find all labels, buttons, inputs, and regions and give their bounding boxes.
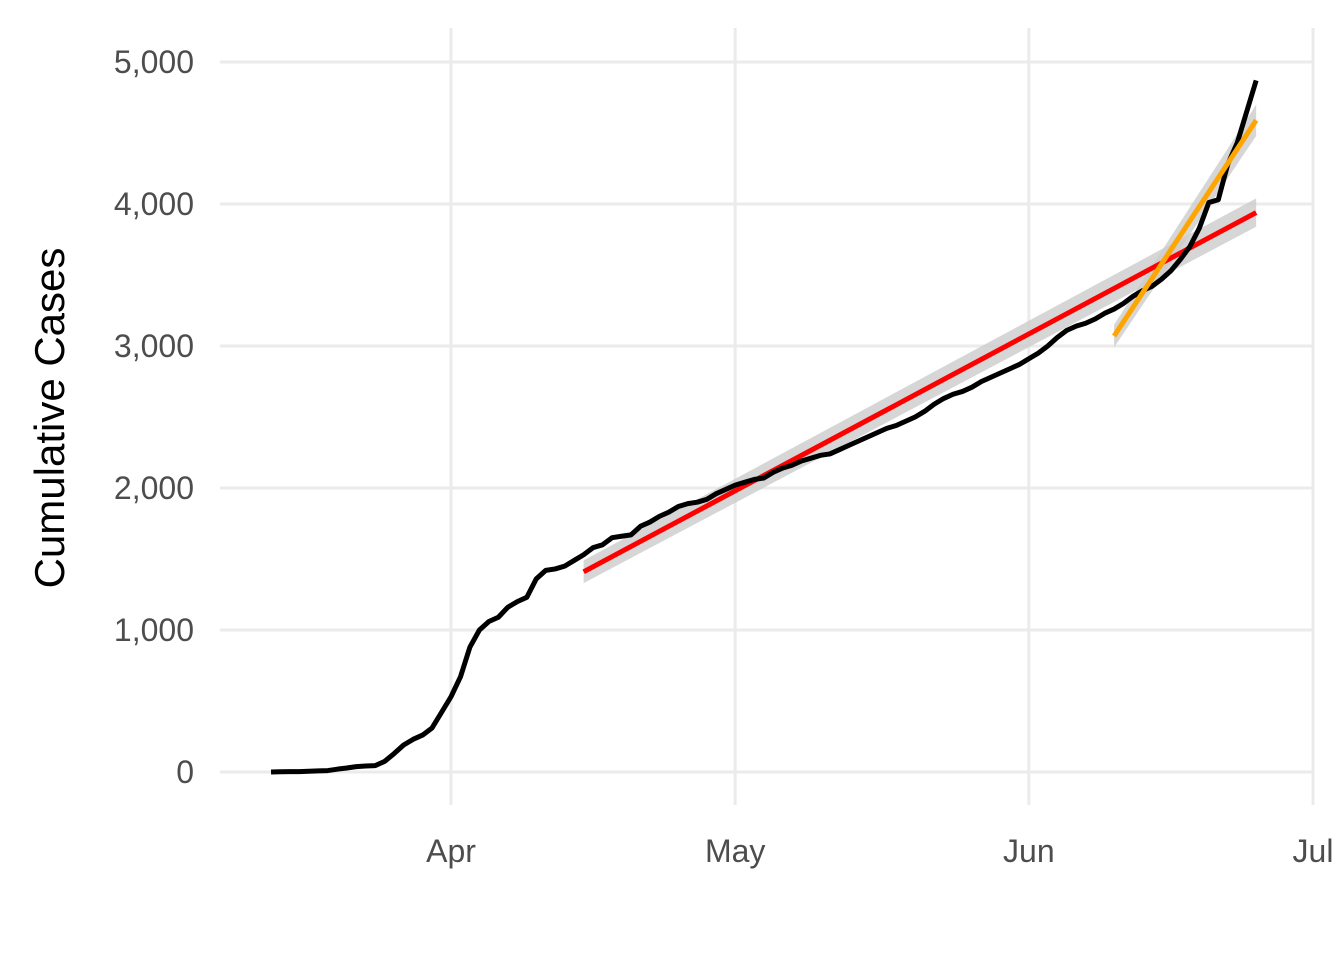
- confidence-bands: [583, 104, 1257, 584]
- y-tick-label: 0: [176, 754, 194, 790]
- y-tick-label: 4,000: [114, 186, 194, 222]
- y-tick-label: 3,000: [114, 328, 194, 364]
- y-axis-title: Cumulative Cases: [26, 248, 73, 589]
- grid: [220, 28, 1315, 805]
- y-tick-label: 2,000: [114, 470, 194, 506]
- fit-line: [1111, 118, 1259, 338]
- y-axis-ticks: 0 1,000 2,000 3,000 4,000 5,000: [114, 44, 194, 790]
- x-tick-label: May: [705, 833, 765, 869]
- cumulative-cases-line: [270, 79, 1259, 775]
- y-tick-label: 5,000: [114, 44, 194, 80]
- x-tick-label: Apr: [426, 833, 476, 869]
- fit-line: [582, 210, 1258, 574]
- x-axis-ticks: Apr May Jun Jul: [426, 833, 1333, 869]
- x-tick-label: Jun: [1003, 833, 1055, 869]
- y-tick-label: 1,000: [114, 612, 194, 648]
- x-tick-label: Jul: [1293, 833, 1334, 869]
- series-lines: [270, 79, 1259, 775]
